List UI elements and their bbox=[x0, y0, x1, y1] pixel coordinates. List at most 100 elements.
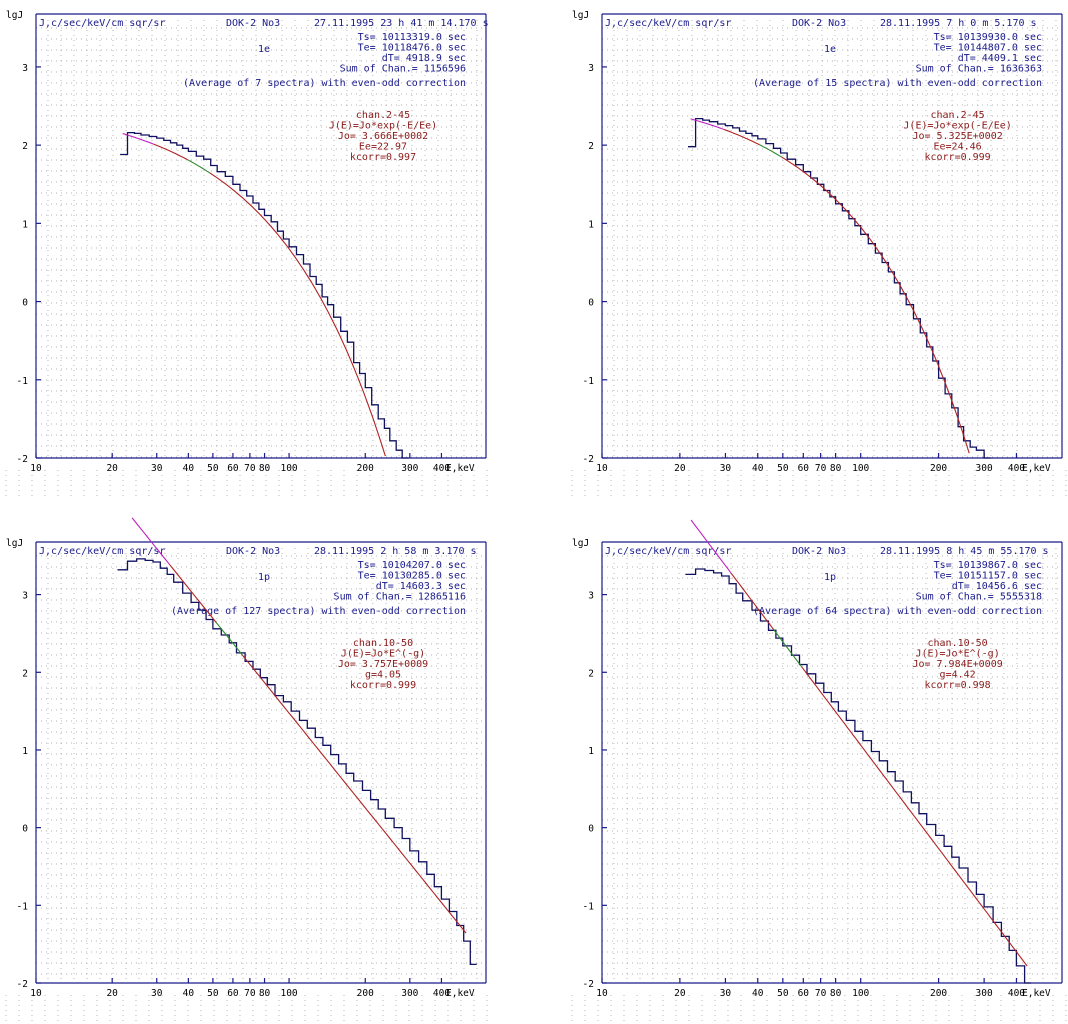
average-note: (Average of 127 spectra) with even-odd c… bbox=[171, 606, 466, 617]
x-tick-label: 50 bbox=[207, 988, 219, 999]
info-line: dT= 14603.3 sec bbox=[376, 581, 466, 592]
datetime-label: 28.11.1995 2 h 58 m 3.170 s bbox=[314, 546, 477, 557]
x-tick-label: 50 bbox=[207, 463, 219, 474]
x-tick-label: 400 bbox=[433, 988, 450, 999]
device-label: DOK-2 No3 bbox=[792, 546, 846, 557]
average-note: (Average of 15 spectra) with even-odd co… bbox=[753, 78, 1042, 89]
spectrum-step-line bbox=[120, 131, 409, 459]
info-line: Sum of Chan.= 1156596 bbox=[340, 64, 466, 75]
particle-label: 1e bbox=[258, 44, 270, 55]
fit-text-line: chan.10-50 bbox=[353, 638, 413, 649]
y-tick-label: 2 bbox=[588, 668, 594, 679]
particle-label: 1p bbox=[824, 572, 836, 583]
y-tick-label: 1 bbox=[588, 219, 594, 230]
x-tick-label: 80 bbox=[259, 463, 271, 474]
average-note: (Average of 64 spectra) with even-odd co… bbox=[753, 606, 1042, 617]
fit-text-line: J(E)=Jo*E^(-g) bbox=[341, 649, 425, 660]
y-tick-label: 3 bbox=[22, 63, 28, 74]
x-tick-label: 30 bbox=[151, 463, 163, 474]
fit-text-line: Jo= 3.666E+0002 bbox=[338, 131, 428, 142]
spectrum-step-line bbox=[688, 117, 991, 459]
spectrum-step-line bbox=[685, 568, 1032, 984]
fit-text-line: chan.10-50 bbox=[927, 638, 987, 649]
fit-text-line: chan.2-45 bbox=[931, 110, 985, 121]
x-tick-label: 10 bbox=[30, 988, 42, 999]
info-line: Te= 10151157.0 sec bbox=[934, 571, 1042, 582]
y-tick-label: -1 bbox=[17, 901, 29, 912]
spectrum-step-line bbox=[117, 558, 477, 966]
y-axis-title: lgJ bbox=[6, 10, 23, 21]
fit-curve-segment bbox=[169, 564, 217, 623]
y-tick-label: -1 bbox=[583, 376, 595, 387]
x-tick-label: 200 bbox=[930, 463, 947, 474]
x-tick-label: 80 bbox=[830, 988, 842, 999]
x-tick-label: 60 bbox=[798, 988, 810, 999]
fit-curve-segment bbox=[780, 156, 970, 454]
info-line: Ts= 10139930.0 sec bbox=[934, 32, 1042, 43]
y-tick-label: 2 bbox=[22, 141, 28, 152]
x-tick-label: 80 bbox=[259, 988, 271, 999]
grid-lines bbox=[571, 548, 1067, 1021]
grid-lines bbox=[5, 20, 488, 496]
info-line: dT= 4409.1 sec bbox=[958, 53, 1042, 64]
device-label: DOK-2 No3 bbox=[226, 546, 280, 557]
fit-curve-segment bbox=[131, 517, 171, 566]
info-line: Ts= 10139867.0 sec bbox=[934, 560, 1042, 571]
info-line: Te= 10144807.0 sec bbox=[934, 43, 1042, 54]
y-tick-label: -2 bbox=[583, 979, 594, 990]
x-tick-label: 40 bbox=[183, 463, 195, 474]
device-label: DOK-2 No3 bbox=[226, 18, 280, 29]
chart-panel-4: -2 -1 0 1 2 3 10 20 30 40 50 60 70 80 100 200 300 400 lgJ E… bbox=[571, 519, 1067, 1021]
x-tick-label: 70 bbox=[244, 463, 256, 474]
fit-curve-segment bbox=[153, 143, 188, 160]
x-tick-label: 60 bbox=[798, 463, 810, 474]
particle-label: 1e bbox=[824, 44, 836, 55]
x-tick-label: 40 bbox=[183, 988, 195, 999]
x-tick-label: 400 bbox=[433, 463, 450, 474]
fit-curve-segment bbox=[801, 667, 1028, 967]
y-tick-label: -1 bbox=[17, 376, 29, 387]
y-axis-title: lgJ bbox=[6, 538, 23, 549]
x-tick-label: 300 bbox=[401, 988, 418, 999]
x-tick-label: 10 bbox=[596, 988, 608, 999]
info-line: dT= 10456.6 sec bbox=[952, 581, 1042, 592]
y-tick-label: 2 bbox=[22, 668, 28, 679]
chart-units-title: J,c/sec/keV/cm sqr/sr bbox=[39, 546, 165, 557]
y-tick-label: 1 bbox=[22, 219, 28, 230]
x-tick-label: 300 bbox=[976, 463, 993, 474]
fit-curve-segment bbox=[241, 654, 467, 934]
chart-units-title: J,c/sec/keV/cm sqr/sr bbox=[605, 18, 731, 29]
chart-units-title: J,c/sec/keV/cm sqr/sr bbox=[605, 546, 731, 557]
device-label: DOK-2 No3 bbox=[792, 18, 846, 29]
x-tick-label: 30 bbox=[720, 988, 732, 999]
info-line: Sum of Chan.= 12865116 bbox=[334, 592, 466, 603]
fit-text-line: J(E)=Jo*exp(-E/Ee) bbox=[329, 121, 437, 132]
y-tick-label: 0 bbox=[588, 824, 594, 835]
x-tick-label: 60 bbox=[227, 463, 239, 474]
info-line: dT= 4918.9 sec bbox=[382, 53, 466, 64]
grid-lines bbox=[5, 548, 488, 1021]
fit-curve-segment bbox=[209, 172, 386, 457]
x-tick-label: 100 bbox=[280, 988, 297, 999]
y-tick-label: -2 bbox=[17, 454, 28, 465]
x-tick-label: 20 bbox=[674, 988, 686, 999]
y-tick-label: 3 bbox=[22, 591, 28, 602]
chart-panel-1: -2 -1 0 1 2 3 10 20 30 40 50 60 70 80 100 200 300 400 lgJ E… bbox=[5, 10, 489, 496]
x-tick-label: 100 bbox=[852, 463, 869, 474]
y-axis-title: lgJ bbox=[572, 538, 589, 549]
y-tick-label: -2 bbox=[583, 454, 594, 465]
y-tick-label: 1 bbox=[22, 746, 28, 757]
fit-text-line: kcorr=0.999 bbox=[350, 680, 416, 691]
info-line: Sum of Chan.= 1636363 bbox=[916, 64, 1042, 75]
x-tick-label: 300 bbox=[401, 463, 418, 474]
x-tick-label: 60 bbox=[227, 988, 239, 999]
x-tick-label: 10 bbox=[30, 463, 42, 474]
x-tick-label: 30 bbox=[720, 463, 732, 474]
x-tick-label: 40 bbox=[752, 463, 764, 474]
chart-units-title: J,c/sec/keV/cm sqr/sr bbox=[39, 18, 165, 29]
info-line: Sum of Chan.= 5555318 bbox=[916, 592, 1042, 603]
x-tick-label: 300 bbox=[976, 988, 993, 999]
x-tick-label: 20 bbox=[106, 463, 118, 474]
fit-curve-segment bbox=[773, 629, 803, 668]
x-tick-label: 100 bbox=[280, 463, 297, 474]
